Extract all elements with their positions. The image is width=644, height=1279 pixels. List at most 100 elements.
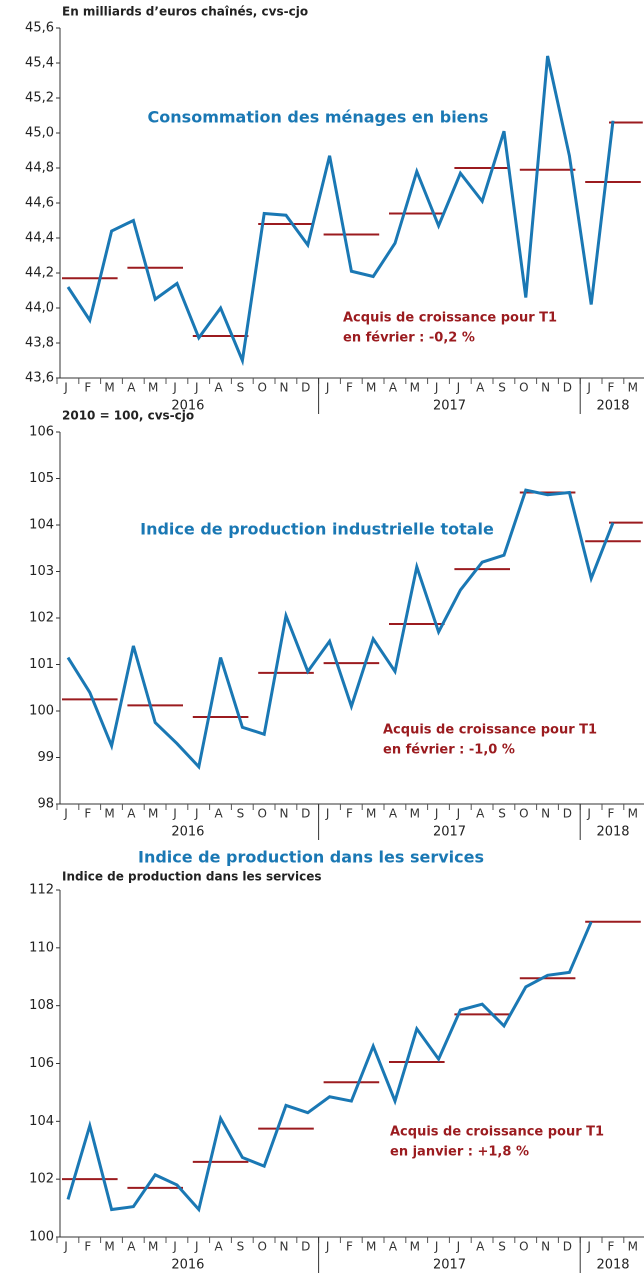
y-tick-label: 100: [29, 1230, 54, 1245]
x-tick-label: J: [456, 1240, 461, 1254]
x-tick-label: M: [148, 807, 158, 821]
series-line: [66, 488, 615, 770]
year-label: 2018: [596, 1258, 629, 1273]
y-tick-label: 108: [29, 998, 54, 1013]
x-tick-label: J: [194, 381, 199, 395]
series-line: [66, 55, 615, 367]
annotation: Acquis de croissance pour T1: [343, 311, 557, 326]
x-tick-label: S: [237, 1240, 245, 1254]
year-label: 2017: [433, 825, 466, 840]
x-tick-label: A: [389, 1240, 398, 1254]
y-tick-label: 43,8: [25, 336, 54, 351]
year-label: 2018: [596, 825, 629, 840]
x-tick-label: M: [148, 381, 158, 395]
x-tick-label: M: [148, 1240, 158, 1254]
x-tick-label: F: [84, 381, 91, 395]
x-tick-label: F: [608, 807, 615, 821]
x-tick-label: J: [325, 807, 330, 821]
x-tick-label: J: [434, 381, 439, 395]
x-tick-label: O: [257, 381, 266, 395]
x-tick-label: F: [346, 1240, 353, 1254]
x-tick-label: M: [628, 1240, 638, 1254]
x-tick-label: D: [301, 807, 310, 821]
header: Indice de production dans les services: [62, 870, 322, 884]
y-tick-label: 44,6: [25, 196, 54, 211]
y-tick-label: 44,4: [25, 231, 54, 246]
annotation: en janvier : +1,8 %: [390, 1145, 529, 1160]
x-tick-label: M: [366, 381, 376, 395]
x-tick-label: M: [366, 807, 376, 821]
x-tick-label: N: [280, 1240, 289, 1254]
x-tick-label: N: [541, 807, 550, 821]
x-tick-label: D: [563, 807, 572, 821]
x-tick-label: F: [608, 381, 615, 395]
y-tick-label: 45,2: [25, 91, 54, 106]
y-tick-label: 98: [37, 797, 54, 812]
x-tick-label: S: [237, 381, 245, 395]
x-tick-label: M: [104, 381, 114, 395]
x-tick-label: M: [410, 807, 420, 821]
x-tick-label: A: [389, 807, 398, 821]
y-tick-label: 110: [29, 940, 54, 955]
y-tick-label: 103: [29, 564, 54, 579]
x-tick-label: F: [84, 1240, 91, 1254]
x-tick-label: J: [456, 807, 461, 821]
x-tick-label: N: [280, 381, 289, 395]
y-tick-label: 106: [29, 425, 54, 440]
x-tick-label: A: [476, 381, 485, 395]
y-tick-label: 104: [29, 1114, 54, 1129]
y-tick-label: 102: [29, 611, 54, 626]
x-tick-label: D: [563, 381, 572, 395]
y-tick-label: 100: [29, 704, 54, 719]
year-label: 2016: [171, 399, 204, 414]
x-tick-label: O: [519, 381, 528, 395]
annotation: Acquis de croissance pour T1: [383, 723, 597, 738]
x-tick-label: J: [63, 807, 68, 821]
y-tick-label: 112: [29, 883, 54, 898]
x-tick-label: J: [194, 1240, 199, 1254]
annotation: en février : -1,0 %: [383, 743, 515, 758]
year-label: 2017: [433, 399, 466, 414]
y-tick-label: 106: [29, 1056, 54, 1071]
x-tick-label: A: [127, 1240, 136, 1254]
x-tick-label: J: [194, 807, 199, 821]
x-tick-label: M: [104, 807, 114, 821]
y-tick-label: 99: [37, 750, 54, 765]
x-tick-label: J: [325, 1240, 330, 1254]
x-tick-label: F: [346, 381, 353, 395]
x-tick-label: S: [498, 807, 506, 821]
x-tick-label: D: [301, 381, 310, 395]
y-tick-label: 101: [29, 657, 54, 672]
x-tick-label: J: [586, 1240, 591, 1254]
x-tick-label: J: [172, 381, 177, 395]
x-tick-label: N: [541, 1240, 550, 1254]
x-tick-label: A: [389, 381, 398, 395]
x-tick-label: D: [563, 1240, 572, 1254]
x-tick-label: M: [366, 1240, 376, 1254]
y-tick-label: 102: [29, 1172, 54, 1187]
y-tick-label: 44,2: [25, 266, 54, 281]
x-tick-label: J: [456, 381, 461, 395]
annotation: Acquis de croissance pour T1: [390, 1125, 604, 1140]
y-tick-label: 45,4: [25, 56, 54, 71]
year-label: 2016: [171, 825, 204, 840]
x-tick-label: J: [63, 381, 68, 395]
x-tick-label: O: [519, 807, 528, 821]
x-tick-label: J: [325, 381, 330, 395]
y-tick-label: 44,0: [25, 301, 54, 316]
year-label: 2018: [596, 399, 629, 414]
x-tick-label: M: [104, 1240, 114, 1254]
y-tick-label: 43,6: [25, 371, 54, 386]
x-tick-label: O: [519, 1240, 528, 1254]
year-label: 2016: [171, 1258, 204, 1273]
x-tick-label: S: [498, 381, 506, 395]
x-tick-label: A: [214, 381, 223, 395]
x-tick-label: J: [63, 1240, 68, 1254]
x-tick-label: N: [280, 807, 289, 821]
y-tick-label: 104: [29, 518, 54, 533]
y-tick-label: 44,8: [25, 161, 54, 176]
y-tick-label: 45,0: [25, 126, 54, 141]
chart-title: Indice de production dans les services: [138, 848, 484, 867]
x-tick-label: O: [257, 807, 266, 821]
